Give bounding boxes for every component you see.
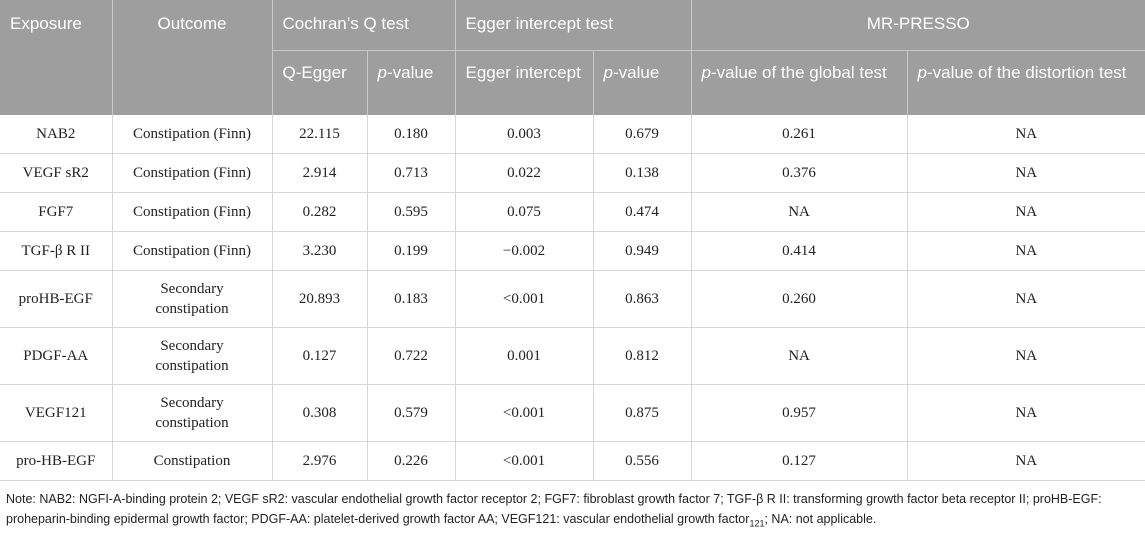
egger-intercept-cell: −0.002: [455, 231, 594, 271]
header-distortion-test: p-value of the distortion test: [907, 50, 1145, 115]
header-q-egger: Q-Egger: [272, 50, 368, 115]
exposure-cell: TGF-β R II: [0, 231, 113, 271]
table-header: Exposure Outcome Cochran’s Q test Egger …: [0, 0, 1145, 115]
exposure-cell: VEGF121: [0, 384, 113, 442]
global-test-cell: 0.260: [691, 270, 908, 328]
distortion-test-cell: NA: [907, 231, 1145, 271]
egger-p-cell: 0.863: [593, 270, 692, 328]
header-cochran-q: Cochran’s Q test: [272, 0, 456, 51]
results-table: Exposure Outcome Cochran’s Q test Egger …: [0, 0, 1145, 481]
distortion-test-cell: NA: [907, 115, 1145, 154]
cochran-p-cell: 0.579: [367, 384, 456, 442]
header-egger-intercept: Egger intercept: [455, 50, 594, 115]
header-p-italic: p: [701, 62, 711, 82]
q-egger-cell: 0.308: [272, 384, 368, 442]
exposure-cell: proHB-EGF: [0, 270, 113, 328]
outcome-cell: Secondary constipation: [112, 384, 273, 442]
table-note: Note: NAB2: NGFI-A-binding protein 2; VE…: [0, 481, 1145, 534]
table-row: NAB2 Constipation (Finn) 22.115 0.180 0.003 0…: [0, 115, 1145, 154]
table-row: FGF7 Constipation (Finn) 0.282 0.595 0.075 0.…: [0, 192, 1145, 232]
q-egger-cell: 22.115: [272, 115, 368, 154]
header-global-test: p-value of the global test: [691, 50, 908, 115]
table-row: proHB-EGF Secondary constipation 20.893 0.1…: [0, 270, 1145, 328]
cochran-p-cell: 0.595: [367, 192, 456, 232]
header-p-italic: p: [603, 62, 613, 82]
egger-p-cell: 0.812: [593, 327, 692, 385]
egger-p-cell: 0.138: [593, 153, 692, 193]
cochran-p-cell: 0.226: [367, 441, 456, 481]
note-tail: ; NA: not applicable.: [764, 512, 877, 526]
distortion-test-cell: NA: [907, 327, 1145, 385]
table-row: TGF-β R II Constipation (Finn) 3.230 0.199−…: [0, 231, 1145, 271]
outcome-cell: Constipation (Finn): [112, 231, 273, 271]
egger-p-cell: 0.556: [593, 441, 692, 481]
table-row: PDGF-AA Secondary constipation 0.127 0.722 0…: [0, 327, 1145, 385]
exposure-cell: NAB2: [0, 115, 113, 154]
egger-intercept-cell: <0.001: [455, 384, 594, 442]
egger-p-cell: 0.875: [593, 384, 692, 442]
note-subscript: 121: [749, 518, 765, 529]
outcome-cell: Secondary constipation: [112, 270, 273, 328]
global-test-cell: 0.127: [691, 441, 908, 481]
note-text: Note: NAB2: NGFI-A-binding protein 2; VE…: [6, 492, 1102, 526]
q-egger-cell: 0.127: [272, 327, 368, 385]
header-outcome: Outcome: [112, 0, 273, 115]
cochran-p-cell: 0.722: [367, 327, 456, 385]
exposure-cell: FGF7: [0, 192, 113, 232]
distortion-test-cell: NA: [907, 270, 1145, 328]
outcome-cell: Constipation (Finn): [112, 192, 273, 232]
header-cochran-p-value: p-value: [367, 50, 456, 115]
distortion-test-cell: NA: [907, 441, 1145, 481]
header-p-suffix: -value: [386, 62, 434, 82]
global-test-cell: 0.414: [691, 231, 908, 271]
cochran-p-cell: 0.180: [367, 115, 456, 154]
cochran-p-cell: 0.199: [367, 231, 456, 271]
global-test-cell: 0.957: [691, 384, 908, 442]
outcome-cell: Constipation (Finn): [112, 115, 273, 154]
q-egger-cell: 0.282: [272, 192, 368, 232]
header-p-italic: p: [917, 62, 927, 82]
header-distortion-suffix: -value of the distortion test: [927, 62, 1127, 82]
outcome-cell: Constipation (Finn): [112, 153, 273, 193]
header-egger-intercept-test: Egger intercept test: [455, 0, 692, 51]
header-p-italic: p: [377, 62, 387, 82]
cochran-p-cell: 0.713: [367, 153, 456, 193]
exposure-cell: VEGF sR2: [0, 153, 113, 193]
distortion-test-cell: NA: [907, 192, 1145, 232]
q-egger-cell: 2.914: [272, 153, 368, 193]
header-exposure: Exposure: [0, 0, 113, 115]
egger-intercept-cell: 0.075: [455, 192, 594, 232]
header-global-suffix: -value of the global test: [711, 62, 887, 82]
global-test-cell: 0.261: [691, 115, 908, 154]
egger-intercept-cell: <0.001: [455, 270, 594, 328]
header-egger-p-value: p-value: [593, 50, 692, 115]
global-test-cell: NA: [691, 327, 908, 385]
egger-p-cell: 0.679: [593, 115, 692, 154]
exposure-cell: PDGF-AA: [0, 327, 113, 385]
exposure-cell: pro-HB-EGF: [0, 441, 113, 481]
global-test-cell: NA: [691, 192, 908, 232]
egger-intercept-cell: 0.001: [455, 327, 594, 385]
table-body: NAB2 Constipation (Finn) 22.115 0.180 0.003 0…: [0, 115, 1145, 481]
header-mr-presso: MR-PRESSO: [691, 0, 1145, 51]
q-egger-cell: 20.893: [272, 270, 368, 328]
egger-p-cell: 0.949: [593, 231, 692, 271]
q-egger-cell: 3.230: [272, 231, 368, 271]
outcome-cell: Constipation: [112, 441, 273, 481]
egger-intercept-cell: <0.001: [455, 441, 594, 481]
q-egger-cell: 2.976: [272, 441, 368, 481]
table-row: VEGF121 Secondary constipation 0.308 0.579 <…: [0, 384, 1145, 442]
table-row: VEGF sR2 Constipation (Finn) 2.914 0.713 0.0…: [0, 153, 1145, 193]
egger-p-cell: 0.474: [593, 192, 692, 232]
egger-intercept-cell: 0.003: [455, 115, 594, 154]
egger-intercept-cell: 0.022: [455, 153, 594, 193]
cochran-p-cell: 0.183: [367, 270, 456, 328]
header-p-suffix: -value: [612, 62, 660, 82]
global-test-cell: 0.376: [691, 153, 908, 193]
distortion-test-cell: NA: [907, 153, 1145, 193]
outcome-cell: Secondary constipation: [112, 327, 273, 385]
distortion-test-cell: NA: [907, 384, 1145, 442]
table-row: pro-HB-EGF Constipation 2.976 0.226 <0.001 0.…: [0, 441, 1145, 481]
